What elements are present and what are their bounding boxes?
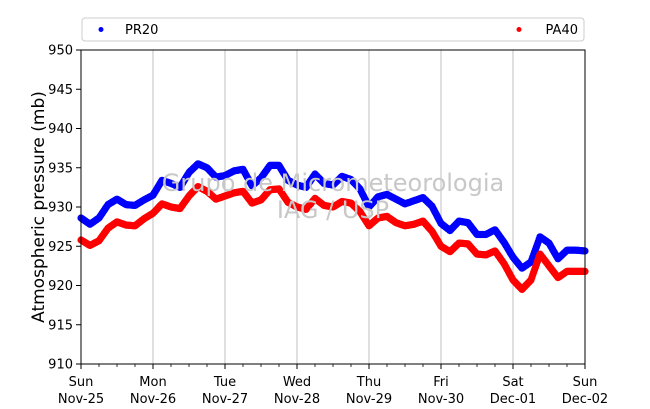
y-tick-label: 925: [48, 240, 73, 255]
y-axis-label: Atmospheric pressure (mb): [29, 91, 49, 323]
x-tick-day: Wed: [283, 375, 311, 390]
legend: PR20 PA40: [81, 17, 585, 42]
x-tick-day: Thu: [356, 375, 381, 390]
x-tick-date: Nov-25: [58, 392, 104, 407]
y-tick-label: 920: [48, 279, 73, 294]
y-axis: 910 915 920 925 930 935 940 945 950: [48, 44, 81, 373]
y-tick-label: 945: [48, 83, 73, 98]
x-tick-date: Nov-27: [202, 392, 248, 407]
series-PA40: [77, 183, 589, 293]
x-tick-date: Dec-02: [562, 392, 608, 407]
y-tick-label: 940: [48, 122, 73, 137]
watermark-line-2: IAG / USP: [277, 196, 389, 224]
y-tick-label: 935: [48, 161, 73, 176]
x-tick-date: Nov-26: [130, 392, 176, 407]
x-tick-day: Sun: [573, 375, 598, 390]
watermark-line-1: Grupo de Micrometeorologia: [162, 169, 504, 197]
x-tick-day: Tue: [213, 375, 236, 390]
data-series: [77, 160, 589, 293]
x-tick-date: Nov-28: [274, 392, 320, 407]
watermark: Grupo de Micrometeorologia IAG / USP: [162, 169, 504, 224]
legend-label-PA40: PA40: [546, 23, 578, 38]
legend-marker-PA40: [516, 27, 522, 32]
y-tick-label: 915: [48, 318, 73, 333]
legend-frame: [81, 17, 585, 42]
series-PR20: [77, 160, 589, 272]
x-tick-date: Nov-30: [418, 392, 464, 407]
x-tick-day: Mon: [139, 375, 166, 390]
x-tick-day: Sat: [502, 375, 523, 390]
x-tick-day: Sun: [69, 375, 94, 390]
y-tick-label: 910: [48, 358, 73, 373]
legend-marker-PR20: [98, 27, 104, 32]
x-tick-date: Nov-29: [346, 392, 392, 407]
y-tick-label: 950: [48, 44, 73, 59]
y-tick-label: 930: [48, 201, 73, 216]
x-tick-day: Fri: [433, 375, 449, 390]
legend-label-PR20: PR20: [125, 23, 158, 38]
x-axis: Sun Nov-25 Mon Nov-26 Tue Nov-27 Wed Nov-28 Thu N…: [58, 364, 608, 407]
x-tick-date: Dec-01: [490, 392, 536, 407]
